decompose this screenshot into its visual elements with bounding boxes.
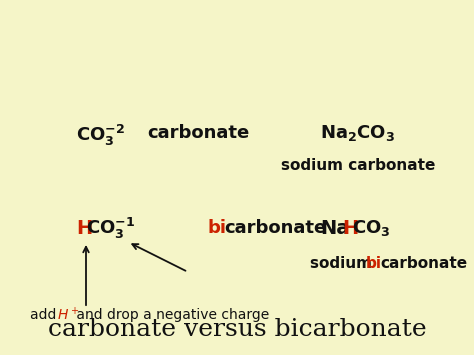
Text: H: H: [76, 218, 92, 237]
Text: $\mathbf{CO_3^{-1}}$: $\mathbf{CO_3^{-1}}$: [86, 215, 135, 241]
Text: carbonate: carbonate: [380, 257, 467, 272]
Text: add: add: [30, 308, 61, 322]
Text: and drop a negative charge: and drop a negative charge: [72, 308, 269, 322]
Text: carbonate versus bicarbonate: carbonate versus bicarbonate: [48, 318, 426, 342]
Text: $H^+$: $H^+$: [57, 306, 79, 324]
Text: $\mathbf{CO_3^{-2}}$: $\mathbf{CO_3^{-2}}$: [75, 122, 125, 148]
Text: carbonate: carbonate: [224, 219, 326, 237]
Text: Na: Na: [320, 218, 349, 237]
Text: bi: bi: [208, 219, 227, 237]
Text: $\mathbf{CO_3}$: $\mathbf{CO_3}$: [352, 218, 391, 238]
Text: bi: bi: [366, 257, 382, 272]
Text: $\mathbf{Na_2CO_3}$: $\mathbf{Na_2CO_3}$: [320, 123, 396, 143]
Text: H: H: [342, 218, 358, 237]
Text: sodium: sodium: [310, 257, 377, 272]
Text: carbonate: carbonate: [147, 124, 249, 142]
Text: sodium carbonate: sodium carbonate: [281, 158, 435, 173]
